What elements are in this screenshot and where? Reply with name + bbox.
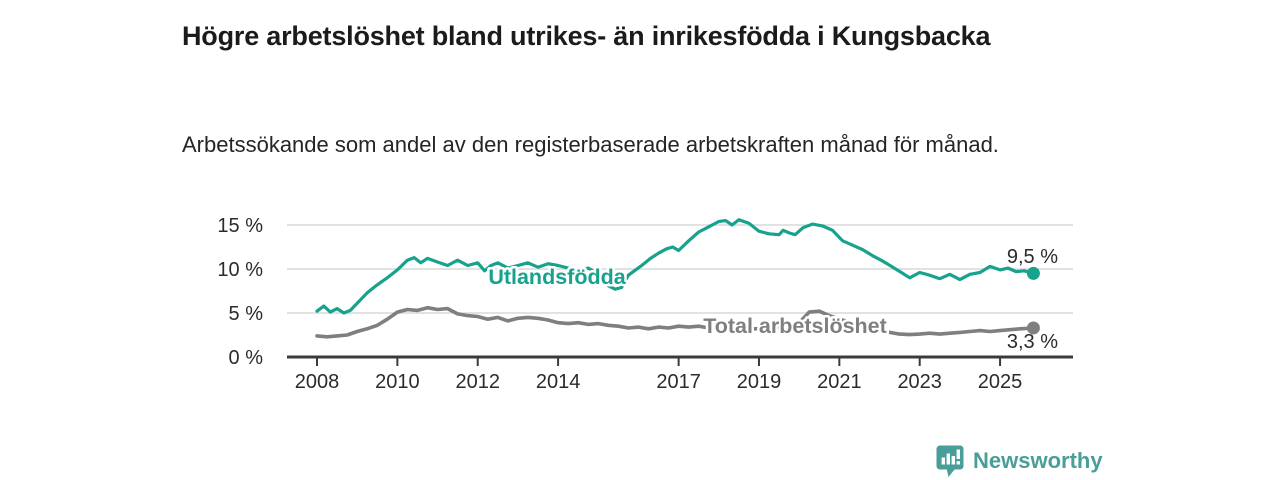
x-axis-label: 2023 — [897, 371, 942, 393]
y-axis-label: 10 % — [217, 259, 263, 281]
y-axis-label: 5 % — [229, 303, 264, 325]
y-axis-label: 15 % — [217, 215, 263, 237]
logo-exclamation-bar — [956, 449, 960, 459]
series-end-dot-total — [1026, 321, 1040, 335]
series-end-value-total: 3,3 % — [1007, 331, 1058, 353]
x-axis-label: 2017 — [656, 371, 701, 393]
y-axis-label: 0 % — [229, 347, 264, 369]
logo-bar-1 — [941, 457, 945, 464]
x-axis-label: 2012 — [455, 371, 500, 393]
series-label-total: Total arbetslöshet — [703, 314, 887, 338]
newsworthy-branding: Newsworthy — [936, 444, 1103, 478]
x-axis-label: 2014 — [536, 371, 581, 393]
chart-title: Högre arbetslöshet bland utrikes- än inr… — [182, 21, 991, 52]
line-chart: 2008 2010 2012 2014 2017 2019 2021 2023 2025 0 % 5… — [217, 215, 1073, 393]
x-axis-label: 2025 — [978, 371, 1023, 393]
newsworthy-logo-icon — [936, 445, 964, 477]
x-axis-label: 2021 — [817, 371, 862, 393]
logo-bar-2 — [946, 453, 950, 464]
chart-subtitle: Arbetssökande som andel av den registerb… — [182, 132, 999, 157]
logo-bar-3 — [951, 455, 955, 464]
series-end-dot-utlandsfodda — [1026, 266, 1040, 280]
series-end-value-utlandsfodda: 9,5 % — [1007, 246, 1058, 268]
x-axis-label: 2010 — [375, 371, 420, 393]
series-label-utlandsfodda: Utlandsfödda — [488, 265, 626, 289]
x-axis-label: 2008 — [295, 371, 340, 393]
x-axis-label: 2019 — [737, 371, 782, 393]
logo-exclamation-dot — [956, 460, 960, 464]
series-line-total — [315, 305, 1036, 339]
brand-name: Newsworthy — [973, 448, 1103, 473]
series-line-utlandsfodda — [315, 218, 1035, 315]
